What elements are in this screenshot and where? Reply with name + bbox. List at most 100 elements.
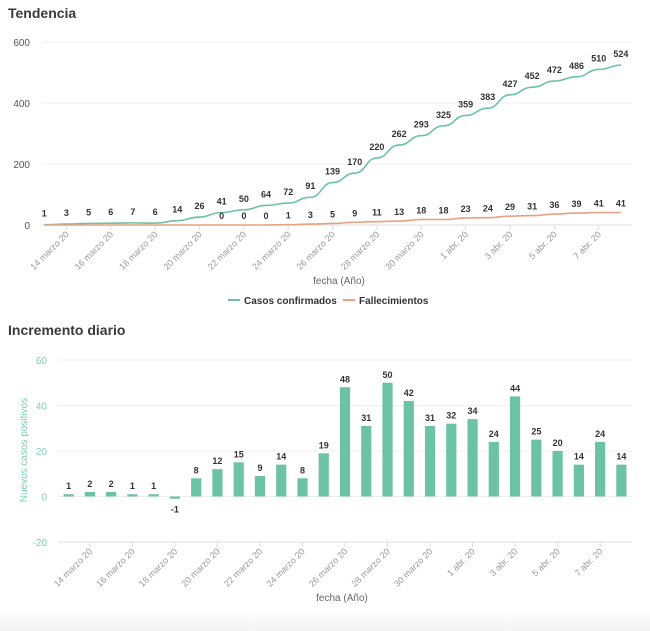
bar-data-label: 2 — [87, 479, 92, 489]
deaths-data-label: 31 — [527, 202, 537, 212]
confirmed-data-label: 50 — [239, 194, 249, 204]
bar-data-label: 19 — [319, 440, 329, 450]
bar-data-label: 14 — [276, 452, 286, 462]
bar — [212, 469, 223, 497]
confirmed-data-label: 72 — [283, 187, 293, 197]
confirmed-data-label: 26 — [194, 201, 204, 211]
bar — [552, 451, 563, 497]
deaths-data-label: 0 — [219, 211, 224, 221]
deaths-data-label: 0 — [241, 211, 246, 221]
legend-deaths-label: Fallecimientos — [359, 296, 429, 307]
deaths-data-label: 9 — [352, 208, 357, 218]
bar-data-label: 1 — [66, 481, 71, 491]
trend-chart-title: Tendencia — [8, 5, 77, 21]
bar — [276, 464, 287, 497]
legend-confirmed-label: Casos confirmados — [244, 296, 337, 307]
bar-data-label: 34 — [468, 406, 478, 416]
confirmed-data-label: 64 — [261, 189, 271, 199]
y-axis-title: Nuevos casos positivos — [19, 398, 30, 503]
bar-data-label: 20 — [553, 438, 563, 448]
bar — [361, 425, 372, 497]
confirmed-data-label: 1 — [42, 209, 47, 219]
confirmed-data-label: 325 — [436, 110, 451, 120]
deaths-data-label: 0 — [264, 211, 269, 221]
deaths-data-label: 39 — [572, 199, 582, 209]
bar-data-label: 50 — [383, 370, 393, 380]
y-tick-label: 200 — [13, 160, 30, 171]
bar-data-label: 31 — [425, 413, 435, 423]
deaths-data-label: 18 — [438, 206, 448, 216]
x-tick-label: 22 marzo 20 — [222, 546, 264, 588]
bar — [424, 425, 436, 497]
bar-data-label: 14 — [616, 452, 626, 462]
confirmed-data-label: 510 — [591, 53, 606, 63]
bar — [403, 400, 414, 497]
confirmed-data-label: 220 — [369, 142, 384, 152]
x-tick-label: 20 marzo 20 — [179, 546, 221, 588]
y-tick-label: 600 — [13, 38, 30, 49]
bar — [84, 491, 95, 497]
deaths-data-label: 24 — [483, 204, 493, 214]
bar — [339, 387, 351, 497]
confirmed-data-label: 472 — [547, 65, 562, 75]
deaths-data-label: 18 — [416, 206, 426, 216]
deaths-data-label: 23 — [461, 204, 471, 214]
bar — [254, 476, 266, 497]
bar-data-label: 32 — [446, 411, 456, 421]
bar-data-label: 1 — [130, 481, 135, 491]
confirmed-data-label: 5 — [86, 207, 91, 217]
y-tick-label: 400 — [13, 99, 30, 110]
bar — [573, 464, 584, 497]
y-tick-label: -20 — [33, 538, 48, 549]
confirmed-data-label: 486 — [569, 61, 584, 71]
bar — [488, 441, 499, 497]
bar-data-label: 31 — [361, 413, 371, 423]
deaths-data-label: 41 — [594, 198, 604, 208]
confirmed-data-label: 41 — [217, 196, 227, 206]
confirmed-data-label: 6 — [153, 207, 158, 217]
confirmed-data-label: 170 — [347, 157, 362, 167]
x-tick-label: 30 marzo 20 — [392, 546, 434, 588]
x-tick-label: 1 abr. 20 — [445, 546, 477, 578]
bar — [191, 478, 202, 497]
x-tick-label: 14 marzo 20 — [52, 546, 94, 588]
y-tick-label: 0 — [24, 221, 30, 232]
bar-data-label: 44 — [510, 383, 520, 393]
bar — [63, 494, 74, 497]
bar — [106, 491, 117, 497]
confirmed-data-label: 293 — [414, 120, 429, 130]
bar-data-label: 48 — [340, 374, 350, 384]
confirmed-data-label: 6 — [108, 207, 113, 217]
bar — [127, 494, 138, 497]
confirmed-data-label: 427 — [502, 79, 517, 89]
bar — [509, 396, 521, 497]
bar — [233, 462, 244, 497]
footer-bar — [0, 609, 650, 631]
confirmed-data-label: 262 — [392, 129, 407, 139]
confirmed-data-label: 14 — [172, 205, 182, 215]
x-axis-title: fecha (Año) — [316, 593, 368, 604]
y-tick-label: 60 — [36, 356, 48, 367]
bar — [382, 382, 393, 497]
bar-data-label: 12 — [212, 456, 222, 466]
bar — [169, 496, 181, 499]
x-tick-label: 3 abr. 20 — [488, 546, 520, 578]
confirmed-data-label: 452 — [525, 71, 540, 81]
deaths-data-label: 5 — [330, 209, 335, 219]
deaths-data-label: 41 — [616, 198, 626, 208]
x-axis-title: fecha (Año) — [313, 276, 365, 287]
bar — [446, 423, 457, 497]
y-tick-label: 40 — [36, 402, 48, 413]
x-tick-label: 28 marzo 20 — [349, 546, 391, 588]
y-tick-label: 0 — [41, 493, 47, 504]
confirmed-data-label: 383 — [480, 92, 495, 102]
bar — [616, 464, 627, 497]
bar — [297, 478, 308, 497]
x-tick-label: 26 marzo 20 — [307, 546, 349, 588]
confirmed-data-label: 139 — [325, 167, 340, 177]
deaths-data-label: 29 — [505, 202, 515, 212]
bar-data-label: 2 — [109, 479, 114, 489]
bar — [148, 494, 159, 497]
